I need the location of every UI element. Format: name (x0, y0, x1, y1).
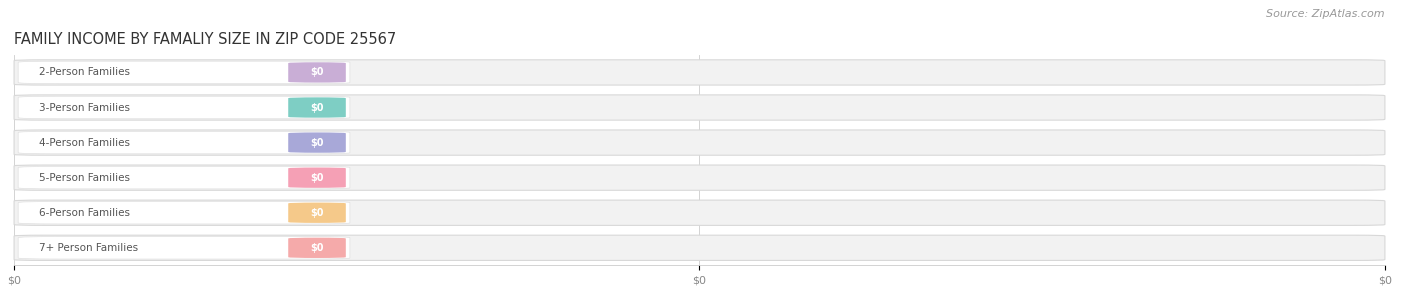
FancyBboxPatch shape (18, 131, 350, 154)
Text: 2-Person Families: 2-Person Families (39, 67, 129, 77)
FancyBboxPatch shape (288, 132, 346, 153)
FancyBboxPatch shape (14, 95, 1385, 120)
Text: $0: $0 (311, 173, 323, 183)
FancyBboxPatch shape (14, 165, 1385, 190)
FancyBboxPatch shape (18, 61, 350, 84)
FancyBboxPatch shape (14, 130, 1385, 155)
FancyBboxPatch shape (288, 238, 346, 258)
FancyBboxPatch shape (18, 202, 350, 224)
FancyBboxPatch shape (14, 60, 1385, 85)
Text: FAMILY INCOME BY FAMALIY SIZE IN ZIP CODE 25567: FAMILY INCOME BY FAMALIY SIZE IN ZIP COD… (14, 32, 396, 47)
FancyBboxPatch shape (288, 97, 346, 118)
Text: 5-Person Families: 5-Person Families (39, 173, 129, 183)
Text: $0: $0 (311, 208, 323, 218)
FancyBboxPatch shape (18, 167, 350, 189)
Text: $0: $0 (311, 243, 323, 253)
Text: 3-Person Families: 3-Person Families (39, 102, 129, 113)
FancyBboxPatch shape (288, 167, 346, 188)
FancyBboxPatch shape (288, 203, 346, 223)
FancyBboxPatch shape (14, 235, 1385, 260)
FancyBboxPatch shape (14, 200, 1385, 225)
Text: $0: $0 (311, 138, 323, 148)
FancyBboxPatch shape (288, 62, 346, 83)
Text: $0: $0 (311, 67, 323, 77)
Text: $0: $0 (311, 102, 323, 113)
FancyBboxPatch shape (18, 96, 350, 119)
Text: 6-Person Families: 6-Person Families (39, 208, 129, 218)
Text: 7+ Person Families: 7+ Person Families (39, 243, 138, 253)
Text: Source: ZipAtlas.com: Source: ZipAtlas.com (1267, 9, 1385, 19)
FancyBboxPatch shape (18, 237, 350, 259)
Text: 4-Person Families: 4-Person Families (39, 138, 129, 148)
